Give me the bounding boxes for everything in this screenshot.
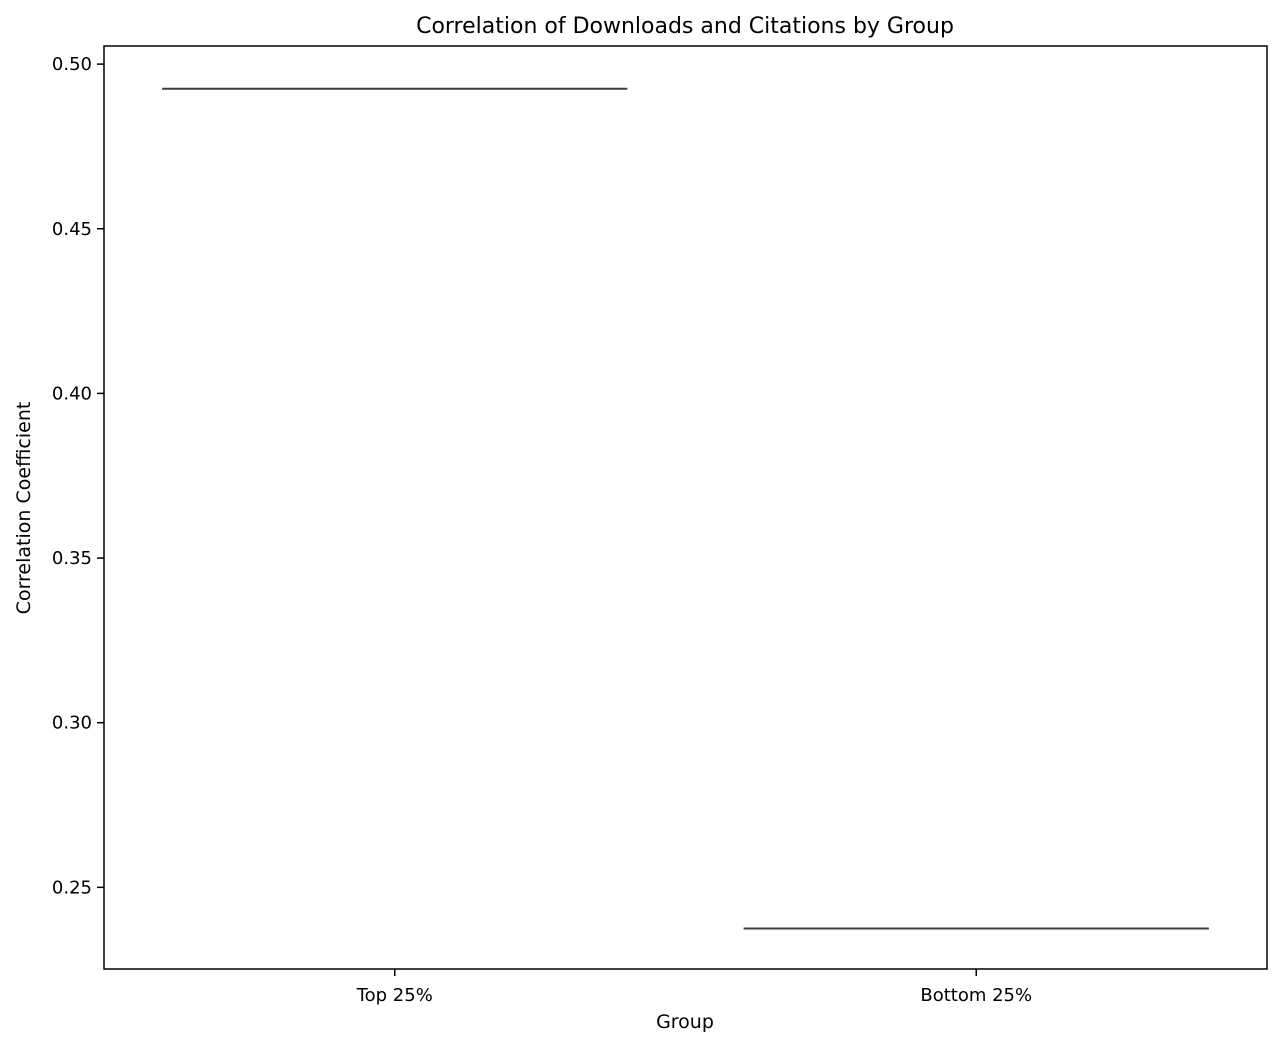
y-tick-label: 0.45: [52, 219, 92, 240]
x-tick-label: Bottom 25%: [920, 985, 1032, 1006]
y-tick-label: 0.25: [52, 877, 92, 898]
y-axis-label: Correlation Coefficient: [13, 402, 35, 615]
y-tick-label: 0.50: [52, 54, 92, 75]
y-tick-label: 0.35: [52, 548, 92, 569]
y-tick-label: 0.40: [52, 383, 92, 404]
chart-title: Correlation of Downloads and Citations b…: [416, 14, 954, 39]
y-tick-label: 0.30: [52, 713, 92, 734]
y-axis-ticks: 0.25 0.30 0.35 0.40 0.45 0.50: [52, 54, 104, 898]
x-axis-ticks: Top 25% Bottom 25%: [356, 969, 1032, 1006]
chart-marks: [162, 87, 1209, 930]
x-axis-label: Group: [656, 1011, 714, 1033]
plot-area-frame: [103, 45, 1268, 970]
x-tick-label: Top 25%: [356, 985, 433, 1006]
